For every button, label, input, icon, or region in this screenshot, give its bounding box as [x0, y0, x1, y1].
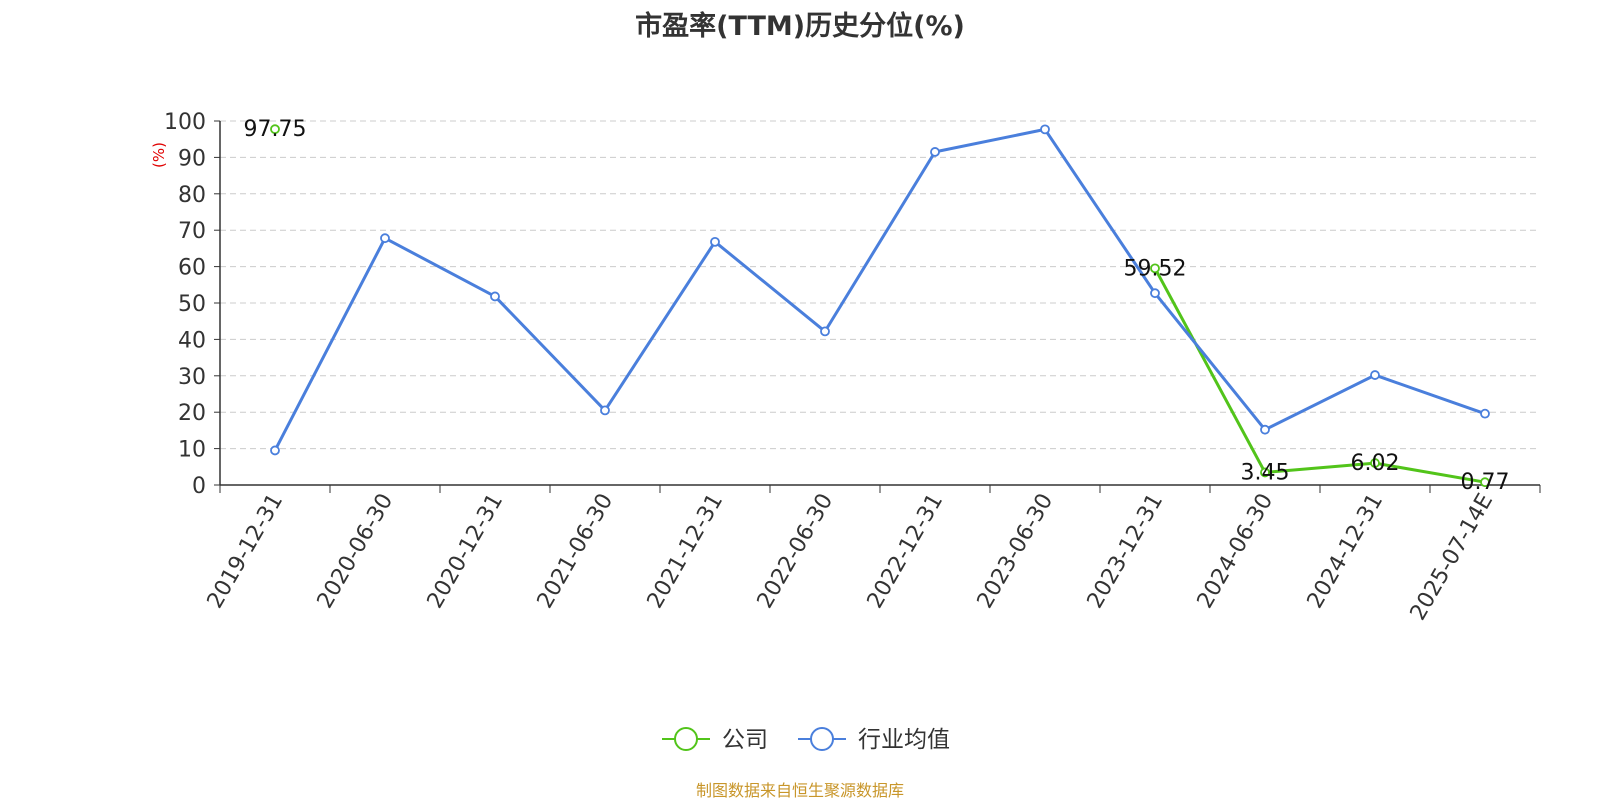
data-label: 97.75	[244, 117, 307, 142]
y-axis: 0 10 20 30 40 50 60 70 80 90 100 (%)	[150, 110, 221, 499]
legend-item-1[interactable]: 行业均值	[798, 727, 950, 753]
y-tick-label: 40	[178, 328, 206, 353]
data-point	[380, 233, 390, 244]
data-point	[930, 147, 940, 157]
data-label: 59.52	[1124, 256, 1187, 281]
legend-label: 行业均值	[858, 727, 950, 753]
x-tick-label: 2024-12-31	[1303, 490, 1389, 613]
y-tick-label: 50	[178, 292, 206, 317]
y-tick-label: 0	[192, 474, 206, 499]
x-tick-label: 2023-06-30	[973, 490, 1059, 613]
x-tick-label: 2020-06-30	[313, 490, 399, 613]
data-point	[1150, 288, 1160, 299]
data-point	[1480, 408, 1490, 419]
x-tick-label: 2020-12-31	[423, 490, 509, 613]
x-tick-label: 2024-06-30	[1193, 490, 1279, 613]
data-point	[1480, 477, 1490, 488]
data-point	[600, 405, 610, 416]
legend: 公司 行业均值	[662, 727, 950, 753]
y-tick-label: 60	[178, 256, 206, 281]
grid-lines	[220, 120, 1540, 450]
data-point	[1150, 263, 1160, 274]
y-tick-label: 30	[178, 365, 206, 390]
data-point	[270, 124, 280, 135]
chart-title: 市盈率(TTM)历史分位(%)	[635, 11, 965, 42]
data-point	[1040, 124, 1050, 135]
y-axis-label: (%)	[150, 142, 168, 168]
data-point	[490, 291, 500, 302]
x-tick-label: 2019-12-31	[203, 490, 289, 613]
x-tick-label: 2022-12-31	[863, 490, 949, 613]
y-tick-label: 20	[178, 401, 206, 426]
y-tick-label: 10	[178, 438, 206, 463]
x-tick-label: 2025-07-14E	[1406, 490, 1499, 625]
legend-item-0[interactable]: 公司	[662, 727, 768, 753]
data-point	[1260, 467, 1270, 478]
x-axis: 2019-12-31 2020-06-30 2020-12-31 2021-06-30…	[203, 484, 1541, 625]
data-point	[710, 236, 720, 247]
series-line-0	[1153, 267, 1486, 484]
source-note: 制图数据来自恒生聚源数据库	[695, 781, 904, 800]
data-point	[820, 326, 830, 337]
legend-marker	[674, 727, 698, 751]
x-tick-label: 2023-12-31	[1083, 490, 1169, 613]
legend-label: 公司	[722, 727, 768, 753]
x-tick-label: 2021-06-30	[533, 490, 619, 613]
series-line-1	[273, 127, 1486, 452]
data-point	[1370, 370, 1380, 380]
data-labels: 97.75 59.52 3.45 6.02 0.77	[244, 117, 1510, 495]
x-tick-label: 2022-06-30	[753, 490, 839, 613]
y-tick-label: 90	[178, 146, 206, 171]
y-tick-label: 70	[178, 219, 206, 244]
data-label: 6.02	[1351, 451, 1400, 476]
series-layer	[270, 124, 1490, 488]
data-point	[1260, 424, 1270, 435]
data-label: 3.45	[1241, 460, 1290, 485]
y-tick-label: 100	[164, 110, 206, 135]
y-tick-label: 80	[178, 183, 206, 208]
legend-marker	[810, 727, 834, 751]
data-point	[1370, 458, 1380, 468]
x-tick-label: 2021-12-31	[643, 490, 729, 613]
data-label: 0.77	[1461, 470, 1510, 495]
data-point	[270, 445, 280, 456]
